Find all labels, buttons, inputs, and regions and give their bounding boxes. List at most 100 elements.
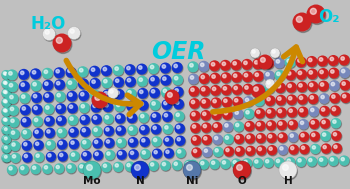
Circle shape	[298, 106, 308, 117]
Circle shape	[299, 132, 309, 142]
Circle shape	[142, 151, 146, 154]
Circle shape	[81, 128, 91, 138]
Circle shape	[164, 125, 173, 135]
Circle shape	[226, 148, 229, 152]
Circle shape	[310, 132, 320, 142]
Circle shape	[308, 58, 312, 62]
Circle shape	[332, 143, 342, 153]
Circle shape	[321, 95, 324, 99]
Circle shape	[266, 85, 270, 88]
Circle shape	[209, 159, 220, 169]
Circle shape	[117, 139, 127, 148]
Circle shape	[270, 48, 280, 58]
Circle shape	[93, 150, 103, 161]
Circle shape	[244, 97, 254, 107]
Circle shape	[266, 80, 275, 90]
Circle shape	[265, 79, 275, 89]
Circle shape	[311, 145, 321, 155]
Circle shape	[286, 158, 296, 168]
Circle shape	[34, 129, 44, 139]
Circle shape	[234, 122, 244, 132]
Circle shape	[233, 85, 243, 95]
Circle shape	[131, 161, 149, 179]
Circle shape	[101, 65, 112, 76]
Circle shape	[152, 138, 162, 147]
Text: H₂O: H₂O	[30, 15, 65, 33]
Circle shape	[232, 73, 243, 83]
Circle shape	[285, 157, 295, 167]
Circle shape	[140, 137, 150, 147]
Circle shape	[129, 127, 133, 130]
Circle shape	[127, 125, 138, 135]
Circle shape	[277, 109, 287, 119]
Circle shape	[57, 129, 67, 138]
Circle shape	[141, 126, 145, 130]
Circle shape	[9, 129, 20, 139]
Circle shape	[4, 155, 12, 163]
Circle shape	[188, 74, 199, 84]
Circle shape	[340, 56, 350, 66]
Circle shape	[214, 136, 223, 145]
Circle shape	[21, 166, 24, 170]
Circle shape	[235, 163, 251, 180]
Circle shape	[58, 153, 68, 162]
Circle shape	[264, 157, 274, 168]
Circle shape	[191, 100, 195, 104]
Circle shape	[201, 87, 210, 97]
Circle shape	[126, 101, 137, 111]
Circle shape	[320, 131, 331, 141]
Circle shape	[339, 54, 350, 66]
Circle shape	[222, 97, 232, 108]
Circle shape	[330, 158, 334, 161]
Circle shape	[243, 160, 252, 169]
Circle shape	[297, 158, 306, 167]
Circle shape	[312, 146, 315, 149]
Circle shape	[44, 128, 55, 138]
Circle shape	[201, 63, 204, 67]
Circle shape	[66, 79, 77, 90]
Circle shape	[274, 157, 285, 168]
Circle shape	[42, 28, 56, 40]
Circle shape	[341, 69, 345, 73]
Circle shape	[79, 80, 89, 90]
Circle shape	[22, 152, 33, 163]
Circle shape	[268, 146, 278, 156]
Circle shape	[44, 29, 56, 41]
Circle shape	[288, 121, 298, 130]
Circle shape	[95, 152, 98, 156]
Circle shape	[224, 123, 233, 133]
Circle shape	[320, 118, 330, 129]
Circle shape	[79, 92, 90, 102]
Circle shape	[267, 145, 277, 155]
Circle shape	[189, 75, 199, 85]
Circle shape	[201, 110, 211, 121]
Circle shape	[236, 147, 245, 157]
Circle shape	[279, 134, 282, 138]
Circle shape	[90, 90, 101, 101]
Circle shape	[127, 90, 136, 100]
Circle shape	[89, 162, 100, 173]
Circle shape	[68, 115, 78, 125]
Circle shape	[257, 123, 260, 126]
Circle shape	[245, 146, 256, 156]
Circle shape	[23, 119, 26, 122]
Circle shape	[19, 164, 29, 175]
Circle shape	[8, 105, 19, 116]
Circle shape	[278, 145, 288, 155]
Circle shape	[224, 111, 228, 115]
Circle shape	[131, 151, 134, 155]
Circle shape	[103, 79, 113, 89]
Circle shape	[294, 15, 312, 33]
Circle shape	[148, 161, 159, 171]
Circle shape	[187, 165, 193, 170]
Circle shape	[191, 124, 201, 134]
Circle shape	[68, 92, 78, 102]
Circle shape	[224, 146, 234, 157]
Circle shape	[33, 128, 43, 139]
Circle shape	[80, 92, 84, 96]
Circle shape	[46, 152, 56, 162]
Circle shape	[320, 158, 323, 161]
Circle shape	[69, 116, 78, 126]
Circle shape	[22, 140, 32, 151]
Circle shape	[299, 84, 302, 87]
